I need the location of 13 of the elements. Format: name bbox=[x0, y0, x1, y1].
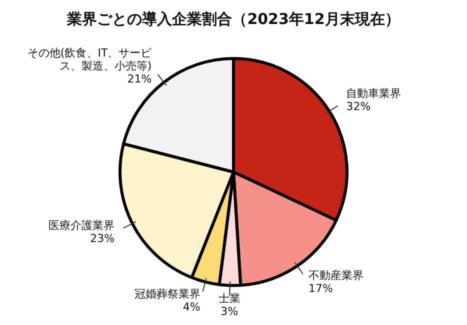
slice-label: 不動産業界 bbox=[308, 268, 364, 282]
slice-label: 冠婚葬祭業界 bbox=[134, 288, 200, 301]
data-label: 3% bbox=[220, 304, 238, 318]
data-label: 4% bbox=[182, 300, 200, 314]
slice-label: 医療介護業界 bbox=[48, 218, 115, 232]
data-label: 21% bbox=[127, 72, 152, 86]
data-label: 32% bbox=[346, 100, 371, 113]
chart-title: 業界ごとの導入企業割合（2023年12月末現在） bbox=[66, 10, 400, 28]
data-label: 17% bbox=[308, 282, 333, 295]
slice-label: その他(飲食、IT、サービス、製造、小売等) bbox=[27, 46, 153, 72]
slice-label: 士業 bbox=[218, 292, 240, 305]
data-label: 23% bbox=[90, 232, 115, 245]
slice-label: 自動車業界 bbox=[346, 86, 402, 100]
